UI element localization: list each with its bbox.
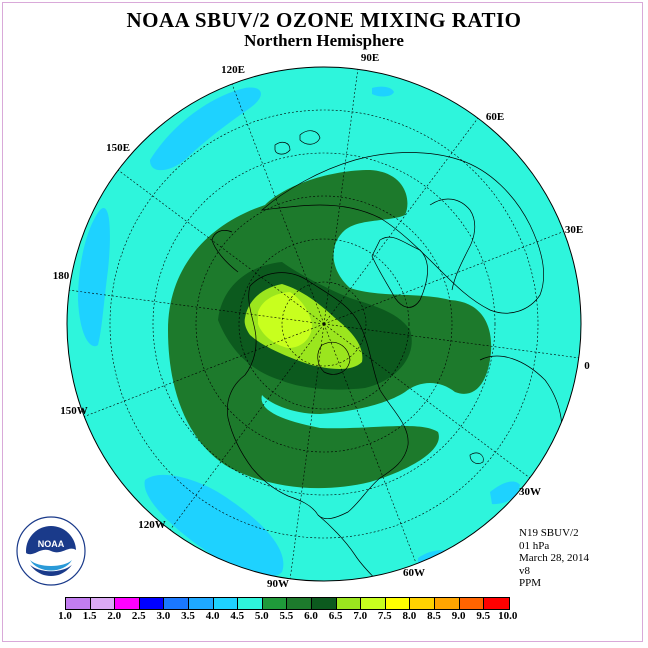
colorbar-swatch xyxy=(139,598,165,609)
svg-text:NOAA: NOAA xyxy=(38,539,65,549)
colorbar-tick-label: 6.5 xyxy=(328,610,343,622)
lon-label-120w: 120W xyxy=(138,519,166,531)
map-title: NOAA SBUV/2 OZONE MIXING RATIO xyxy=(126,8,522,32)
colorbar-swatch xyxy=(311,598,337,609)
colorbar-tick-label: 10.0 xyxy=(498,610,518,622)
low-patch-150e xyxy=(150,87,261,171)
colorbar-tick-label: 7.5 xyxy=(377,610,392,622)
noaa-logo: NOAA xyxy=(16,516,86,586)
colorbar-tick-label: 7.0 xyxy=(353,610,368,622)
colorbar-tick-label: 8.0 xyxy=(402,610,417,622)
map-subtitle: Northern Hemisphere xyxy=(244,31,404,50)
colorbar-swatch xyxy=(213,598,239,609)
info-level: 01 hPa xyxy=(519,539,550,552)
colorbar-tick-label: 5.5 xyxy=(279,610,294,622)
lon-label-30e: 30E xyxy=(565,224,583,236)
colorbar-swatch xyxy=(336,598,362,609)
lon-label-60e: 60E xyxy=(486,111,504,123)
info-units: PPM xyxy=(519,577,542,589)
lon-label-90e: 90E xyxy=(361,52,379,64)
lon-label-180: 180 xyxy=(53,270,70,282)
colorbar-swatch xyxy=(287,598,312,609)
colorbar-tick-label: 3.0 xyxy=(156,610,171,622)
colorbar-tick-label: 3.5 xyxy=(181,610,195,622)
colorbar-swatch xyxy=(66,598,91,609)
colorbar-tick-label: 8.5 xyxy=(427,610,441,622)
colorbar-tick-label: 1.5 xyxy=(82,610,97,622)
lon-label-60w: 60W xyxy=(403,567,425,579)
colorbar-tick-label: 2.5 xyxy=(131,610,146,622)
colorbar-swatch xyxy=(115,598,140,609)
colorbar-swatch xyxy=(238,598,263,609)
lon-label-150w: 150W xyxy=(60,405,88,417)
figure-frame xyxy=(2,2,643,642)
colorbar-swatch xyxy=(385,598,411,609)
info-version: v8 xyxy=(519,564,530,577)
map-boundary xyxy=(66,66,582,582)
info-satellite: N19 SBUV/2 xyxy=(519,527,579,539)
low-patch-90e xyxy=(372,86,394,97)
lon-label-30w: 30W xyxy=(519,486,541,498)
lon-label-120e: 120E xyxy=(221,64,245,76)
colorbar-swatch xyxy=(164,598,189,609)
colorbar-swatch xyxy=(361,598,386,609)
colorbar-swatch xyxy=(90,598,116,609)
lon-label-150e: 150E xyxy=(106,142,130,154)
colorbar-swatch xyxy=(434,598,460,609)
lon-label-0: 0 xyxy=(584,360,590,372)
colorbar-swatch xyxy=(262,598,288,609)
info-date: March 28, 2014 xyxy=(519,552,589,564)
low-patch-180 xyxy=(78,208,110,347)
longitude-labels: 90E 60E 30E 0 30W 60W 90W 120W 150W 180 … xyxy=(53,52,591,590)
colorbar-swatch xyxy=(410,598,435,609)
colorbar-tick-label: 2.0 xyxy=(107,610,122,622)
colorbar-tick-label: 5.0 xyxy=(254,610,269,622)
colorbar-tick-label: 4.0 xyxy=(205,610,220,622)
colorbar-tick-label: 4.5 xyxy=(230,610,245,622)
info-block: N19 SBUV/2 01 hPa March 28, 2014 v8 PPM xyxy=(519,527,589,590)
graticule xyxy=(67,67,581,581)
colorbar-swatch xyxy=(459,598,485,609)
coastlines xyxy=(211,130,563,581)
colorbar-tick-label: 9.5 xyxy=(476,610,491,622)
lon-label-90w: 90W xyxy=(267,578,289,590)
low-patch-30w xyxy=(490,481,520,505)
band-7-0 xyxy=(258,292,312,348)
colorbar-tick-label: 1.0 xyxy=(58,610,72,622)
colorbar-tick-label: 6.0 xyxy=(304,610,318,622)
low-patch-120w xyxy=(144,474,284,577)
colorbar xyxy=(65,597,510,610)
colorbar-swatch xyxy=(484,598,509,609)
colorbar-tick-label: 9.0 xyxy=(451,610,466,622)
colorbar-swatch xyxy=(188,598,214,609)
